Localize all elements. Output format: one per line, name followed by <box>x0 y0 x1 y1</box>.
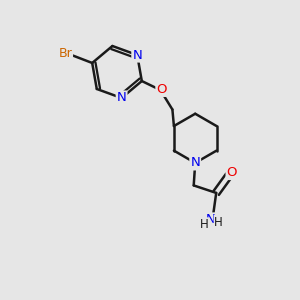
Text: H: H <box>214 215 223 229</box>
Text: N: N <box>190 156 200 170</box>
Text: O: O <box>156 83 167 96</box>
Text: N: N <box>132 49 142 62</box>
Text: O: O <box>226 166 237 179</box>
Text: N: N <box>205 213 215 226</box>
Text: Br: Br <box>58 47 72 61</box>
Text: N: N <box>117 92 127 104</box>
Text: H: H <box>200 218 208 231</box>
